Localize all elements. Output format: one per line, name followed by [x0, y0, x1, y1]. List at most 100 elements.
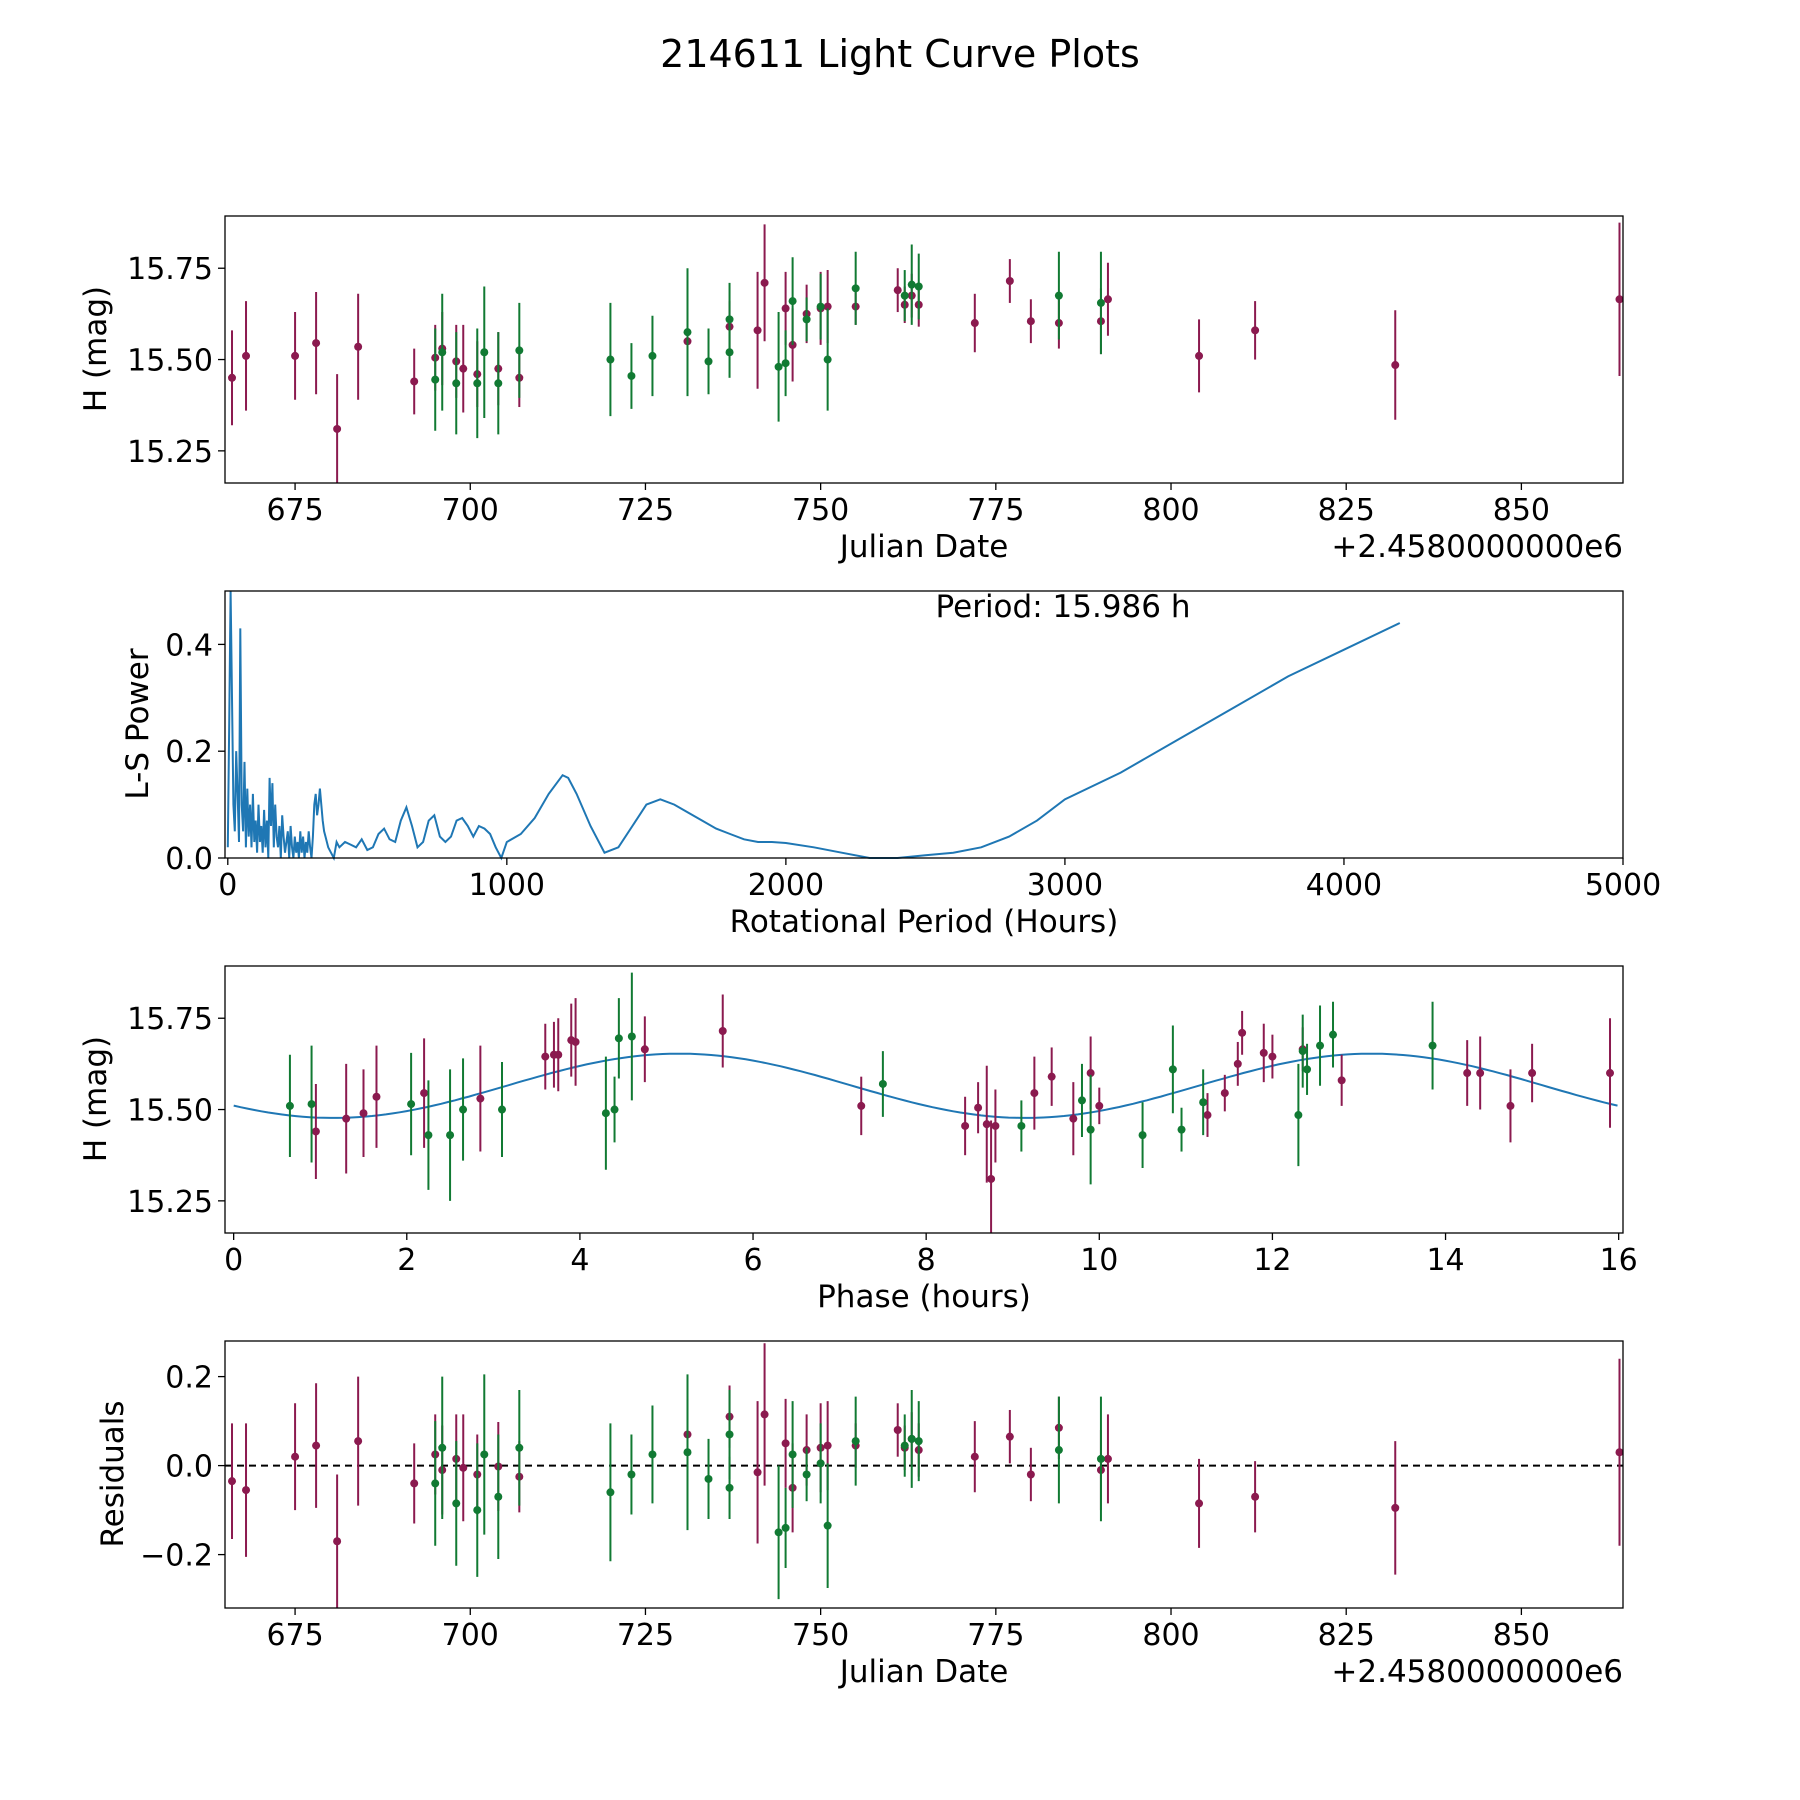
phased-point-magenta: [359, 1109, 368, 1118]
lightcurve-point-magenta: [354, 342, 363, 351]
residuals-point-magenta: [1195, 1499, 1204, 1508]
phased-point-magenta: [991, 1121, 1000, 1130]
phased-x-tick-label: 16: [1600, 1243, 1638, 1278]
lightcurve-point-green: [802, 315, 811, 324]
periodogram-x-label: Rotational Period (Hours): [730, 904, 1119, 940]
residuals-point-magenta: [1005, 1432, 1014, 1441]
residuals-point-magenta: [1026, 1470, 1035, 1479]
lightcurve-y-ticks: 15.25 15.50 15.75: [127, 252, 225, 470]
phased-point-green: [1294, 1111, 1303, 1120]
lightcurve-point-green: [781, 359, 790, 368]
phased-point-green: [1177, 1125, 1186, 1134]
phased-point-green: [1303, 1065, 1312, 1074]
phased-point-green: [285, 1101, 294, 1110]
lightcurve-point-green: [816, 302, 825, 311]
residuals-point-green: [648, 1450, 657, 1459]
lightcurve-point-green: [900, 291, 909, 300]
phased-point-magenta: [420, 1089, 429, 1098]
phased-point-magenta: [987, 1174, 996, 1183]
phased-fit-curve: [233, 1052, 1618, 1119]
residuals-x-tick-label: 825: [1318, 1618, 1375, 1653]
phased-point-magenta: [1268, 1052, 1277, 1061]
lightcurve-point-magenta: [760, 278, 769, 287]
periodogram-marks: [226, 590, 1401, 862]
periodogram-y-tick-label: 0.4: [165, 628, 213, 663]
phased-point-green: [1298, 1047, 1307, 1056]
phased-point-green: [424, 1131, 433, 1140]
residuals-point-magenta: [354, 1437, 363, 1446]
phased-point-magenta: [857, 1101, 866, 1110]
lightcurve-point-green: [907, 280, 916, 289]
residuals-point-magenta: [760, 1410, 769, 1419]
phased-x-label: Phase (hours): [817, 1279, 1031, 1315]
residuals-point-green: [606, 1488, 615, 1497]
phased-y-tick-label: 15.75: [127, 1002, 213, 1037]
phased-point-magenta: [1095, 1101, 1104, 1110]
lightcurve-point-magenta: [1251, 326, 1260, 335]
residuals-x-tick-label: 775: [967, 1618, 1024, 1653]
phased-panel: 0 2 4 6 8 10 12 14 16 15.25 15.50 15.75 Phase (hou…: [78, 965, 1638, 1315]
lightcurve-point-magenta: [312, 339, 321, 348]
lightcurve-point-magenta: [781, 304, 790, 313]
phased-x-tick-label: 12: [1253, 1243, 1291, 1278]
residuals-panel: 675 700 725 750 775 800 825 850 −0.2 0.0 0.2 Juli…: [95, 1340, 1624, 1690]
phased-point-magenta: [1259, 1048, 1268, 1057]
phased-point-magenta: [1506, 1101, 1515, 1110]
phased-point-magenta: [640, 1045, 649, 1054]
residuals-point-magenta: [242, 1486, 251, 1495]
periodogram-x-ticks: 0 1000 2000 3000 4000 5000: [218, 858, 1661, 903]
phased-point-magenta: [476, 1094, 485, 1103]
figure-title: 214611 Light Curve Plots: [660, 32, 1140, 76]
lightcurve-point-magenta: [242, 351, 251, 360]
periodogram-x-tick-label: 5000: [1585, 868, 1661, 903]
phased-point-green: [614, 1034, 623, 1043]
lightcurve-point-green: [704, 357, 713, 366]
phased-point-green: [1199, 1098, 1208, 1107]
residuals-point-magenta: [312, 1441, 321, 1450]
lightcurve-point-green: [515, 346, 524, 355]
phased-point-green: [459, 1105, 468, 1114]
phased-marks: [233, 972, 1618, 1233]
periodogram-x-tick-label: 1000: [469, 868, 545, 903]
lightcurve-x-offset: +2.4580000000e6: [1331, 529, 1623, 565]
lightcurve-point-green: [480, 348, 489, 357]
phased-x-tick-label: 4: [570, 1243, 589, 1278]
lightcurve-point-magenta: [970, 319, 979, 328]
phased-point-green: [627, 1032, 636, 1041]
residuals-x-tick-label: 700: [442, 1618, 499, 1653]
residuals-y-ticks: −0.2 0.0 0.2: [140, 1361, 225, 1574]
residuals-point-green: [788, 1450, 797, 1459]
phased-y-tick-label: 15.50: [127, 1094, 213, 1129]
phased-point-green: [1329, 1030, 1338, 1039]
lightcurve-point-green: [473, 379, 482, 388]
lightcurve-point-green: [823, 355, 832, 364]
phased-point-magenta: [554, 1050, 563, 1059]
lightcurve-point-green: [452, 379, 461, 388]
lightcurve-x-tick-label: 825: [1318, 493, 1375, 528]
phased-point-magenta: [311, 1127, 320, 1136]
lightcurve-y-tick-label: 15.25: [127, 435, 213, 470]
lightcurve-point-green: [1096, 298, 1105, 307]
residuals-point-magenta: [823, 1441, 832, 1450]
residuals-point-green: [494, 1492, 503, 1501]
lightcurve-point-green: [914, 282, 923, 291]
phased-point-magenta: [1463, 1069, 1472, 1078]
residuals-point-green: [725, 1483, 734, 1492]
lightcurve-x-tick-label: 700: [442, 493, 499, 528]
residuals-y-tick-label: 0.2: [165, 1361, 213, 1396]
lightcurve-point-magenta: [1005, 277, 1014, 286]
residuals-point-green: [515, 1443, 524, 1452]
phased-point-green: [1017, 1121, 1026, 1130]
lightcurve-x-tick-label: 775: [967, 493, 1024, 528]
phased-point-magenta: [1086, 1069, 1095, 1078]
lightcurve-point-magenta: [459, 364, 468, 373]
phased-point-green: [1086, 1125, 1095, 1134]
phased-point-magenta: [1238, 1028, 1247, 1037]
phased-point-magenta: [1047, 1072, 1056, 1081]
residuals-marks: [225, 1343, 1624, 1608]
lightcurve-point-magenta: [1195, 351, 1204, 360]
residuals-point-magenta: [228, 1477, 237, 1486]
period-annotation: Period: 15.986 h: [936, 589, 1191, 625]
lightcurve-point-green: [431, 375, 440, 384]
